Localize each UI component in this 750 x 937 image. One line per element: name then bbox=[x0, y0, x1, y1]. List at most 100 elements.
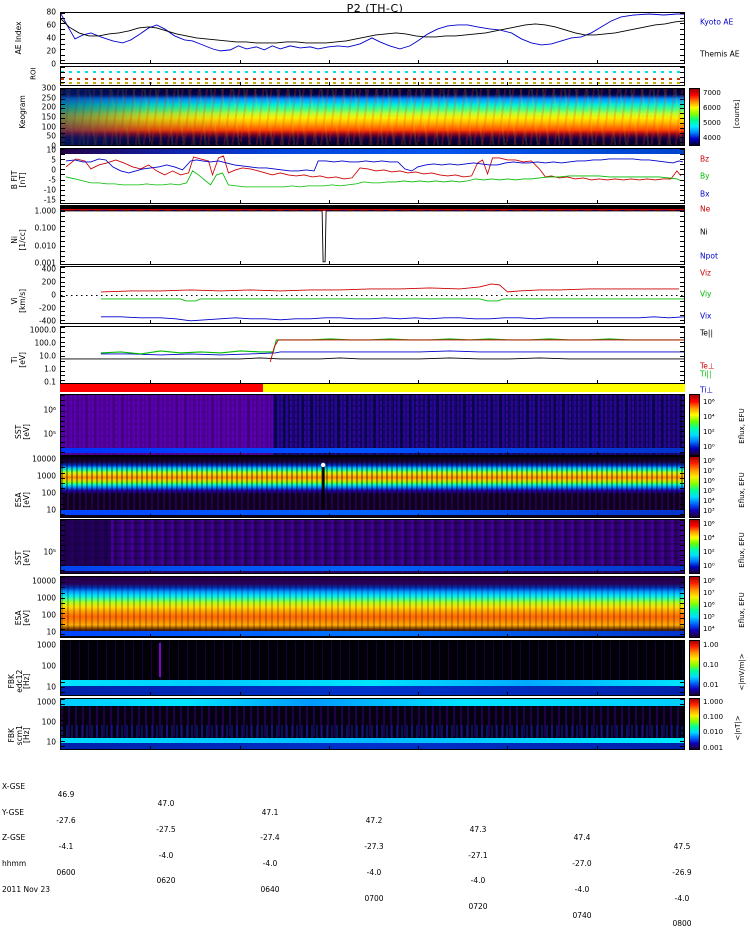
panel-sst-electron[interactable] bbox=[60, 394, 685, 456]
axis-tick bbox=[507, 514, 509, 517]
axis-tick bbox=[150, 380, 152, 383]
roi-ylabel: ROI bbox=[29, 67, 38, 80]
axis-tick bbox=[680, 691, 684, 693]
axis-tick bbox=[680, 436, 684, 438]
axis-tick bbox=[239, 200, 241, 203]
axis-tick bbox=[680, 169, 684, 171]
axis-tick bbox=[61, 725, 65, 726]
axis-tick bbox=[680, 28, 684, 30]
axis-tick bbox=[680, 646, 684, 648]
axis-tick bbox=[680, 725, 684, 726]
panel-sst-ion[interactable] bbox=[60, 519, 685, 574]
axis-tick bbox=[61, 82, 65, 83]
panel-fbk-scm1[interactable] bbox=[60, 698, 685, 750]
fbk-scm1-colorbar-unit: <|nT|> bbox=[734, 715, 742, 741]
axis-row-z-gse: Z-GSE -4.1 -4.0 -4.0 -4.0 -4.0 -4.0 -4.0 bbox=[2, 833, 690, 903]
panel-ae-index[interactable] bbox=[60, 12, 685, 64]
axis-tick bbox=[61, 520, 65, 521]
axis-tick bbox=[680, 13, 684, 14]
axis-tick bbox=[680, 49, 684, 51]
axis-tick bbox=[680, 545, 684, 546]
axis-tick bbox=[61, 628, 65, 630]
axis-tick bbox=[507, 692, 509, 695]
axis-tick bbox=[239, 634, 241, 637]
axis-tick bbox=[680, 132, 684, 134]
axis-tick bbox=[61, 108, 65, 110]
axis-tick bbox=[596, 82, 598, 85]
axis-tick bbox=[680, 467, 684, 469]
axis-tick bbox=[61, 118, 65, 119]
axis-tick bbox=[61, 159, 65, 161]
axis-tick bbox=[61, 704, 65, 706]
axis-tick bbox=[61, 231, 65, 232]
axis-tick bbox=[150, 514, 152, 517]
axis-tick bbox=[61, 513, 65, 515]
axis-tick bbox=[680, 530, 684, 531]
axis-tick bbox=[61, 508, 65, 510]
axis-tick bbox=[61, 633, 65, 635]
axis-tick bbox=[61, 39, 65, 40]
axis-tick bbox=[61, 267, 65, 268]
fbk-edc12-colorbar bbox=[689, 640, 700, 696]
axis-tick bbox=[680, 405, 684, 407]
legend-ni: Ni bbox=[700, 227, 708, 237]
axis-tick bbox=[239, 746, 241, 749]
axis-tick bbox=[418, 142, 420, 145]
axis-tick bbox=[507, 380, 509, 383]
axis-tick bbox=[61, 33, 65, 35]
axis-tick bbox=[328, 452, 330, 455]
axis-tick bbox=[61, 570, 65, 571]
axis-tick bbox=[596, 60, 598, 63]
panel-esa-electron[interactable] bbox=[60, 456, 685, 518]
axis-tick bbox=[239, 570, 241, 573]
axis-tick bbox=[61, 420, 65, 422]
axis-tick bbox=[596, 142, 598, 145]
axis-tick bbox=[61, 410, 65, 412]
axis-tick bbox=[418, 514, 420, 517]
axis-tick bbox=[680, 565, 684, 566]
axis-tick bbox=[680, 400, 684, 402]
axis-tick bbox=[507, 261, 509, 264]
axis-tick bbox=[680, 426, 684, 427]
axis-tick bbox=[680, 108, 684, 110]
panel-b-fit[interactable] bbox=[60, 148, 685, 204]
panel-keogram[interactable] bbox=[60, 88, 685, 146]
axis-tick bbox=[61, 482, 65, 484]
axis-tick bbox=[150, 261, 152, 264]
axis-row-date: 2011 Nov 23 bbox=[2, 884, 51, 894]
axis-tick bbox=[61, 246, 65, 247]
axis-tick bbox=[61, 446, 65, 448]
axis-tick bbox=[680, 236, 684, 237]
axis-tick bbox=[61, 286, 65, 288]
axis-tick bbox=[61, 315, 65, 317]
axis-tick bbox=[61, 199, 65, 201]
panel-ti[interactable] bbox=[60, 326, 685, 384]
axis-tick bbox=[680, 503, 684, 505]
axis-tick bbox=[239, 320, 241, 323]
axis-tick bbox=[61, 336, 65, 338]
legend-viz: Viz bbox=[700, 268, 711, 278]
axis-tick bbox=[61, 686, 65, 688]
axis-tick bbox=[680, 587, 684, 589]
axis-tick bbox=[680, 315, 684, 317]
axis-tick bbox=[680, 613, 684, 615]
axis-tick bbox=[61, 380, 65, 382]
axis-tick bbox=[61, 457, 65, 458]
panel-fbk-edc12[interactable] bbox=[60, 640, 685, 696]
axis-tick bbox=[680, 577, 684, 578]
axis-tick bbox=[239, 60, 241, 63]
axis-tick bbox=[680, 206, 684, 207]
axis-tick bbox=[61, 276, 65, 278]
axis-tick bbox=[328, 82, 330, 85]
panel-roi[interactable] bbox=[60, 66, 685, 86]
panel-vi[interactable] bbox=[60, 266, 685, 324]
axis-tick bbox=[596, 200, 598, 203]
axis-tick bbox=[680, 651, 684, 653]
panel-esa-ion[interactable] bbox=[60, 576, 685, 638]
axis-tick bbox=[680, 72, 684, 73]
axis-tick bbox=[61, 661, 65, 663]
axis-tick bbox=[680, 281, 684, 283]
panel-ni[interactable] bbox=[60, 205, 685, 265]
axis-tick bbox=[61, 221, 65, 222]
axis-tick bbox=[596, 452, 598, 455]
